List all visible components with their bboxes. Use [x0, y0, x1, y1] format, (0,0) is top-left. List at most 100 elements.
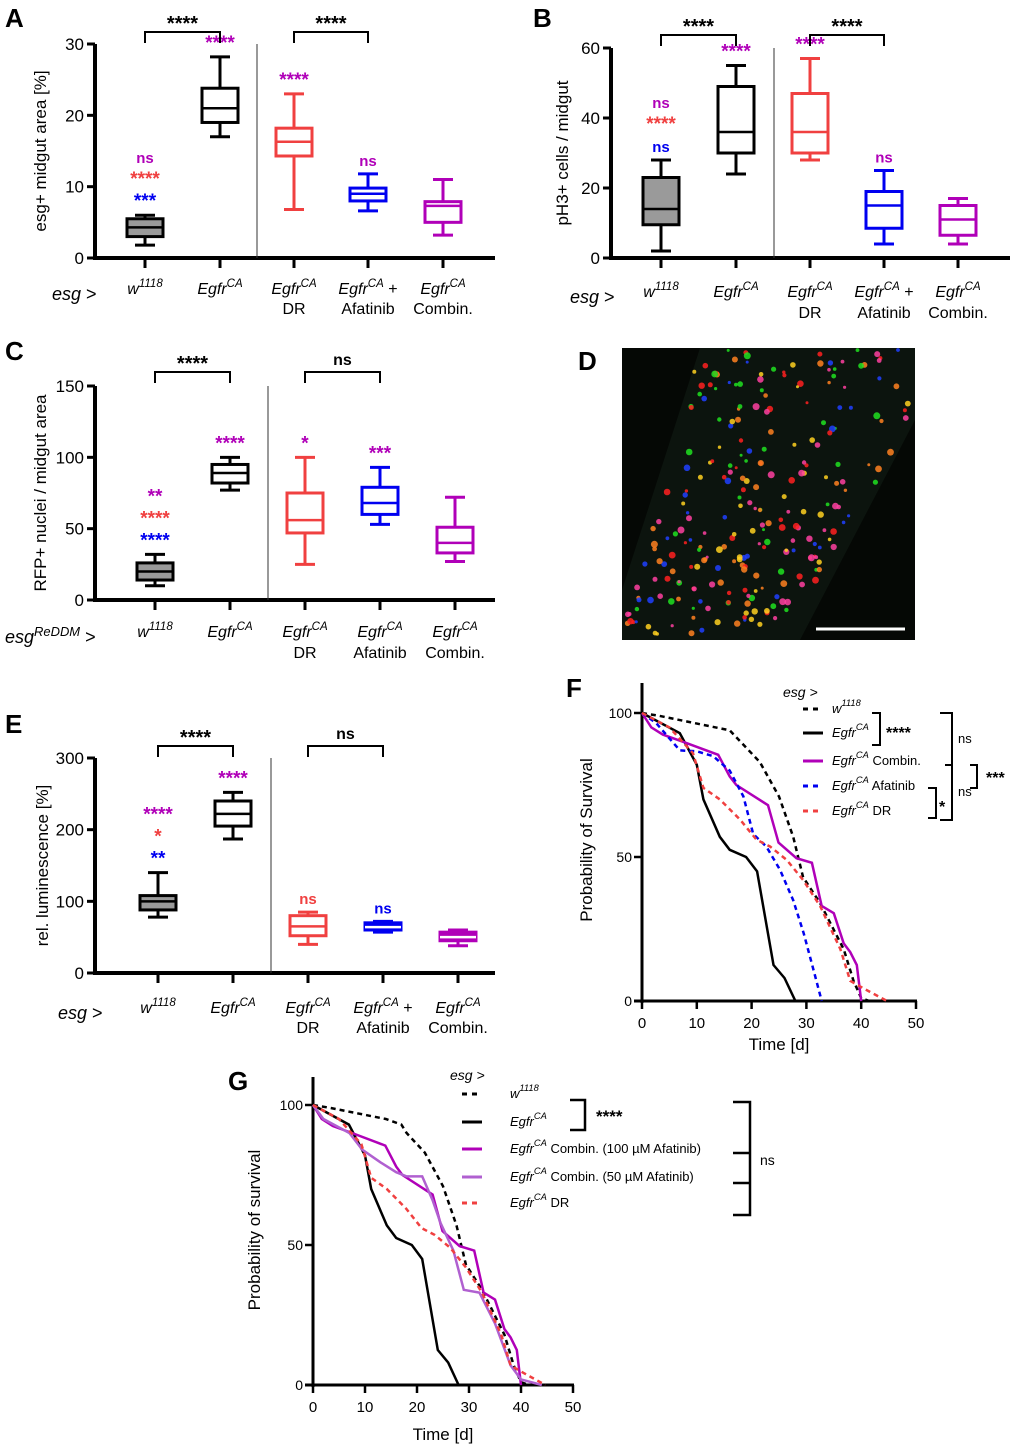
nucleus-dot: [717, 579, 724, 586]
nucleus-dot: [697, 474, 703, 480]
label-base: Egfr: [832, 725, 857, 740]
comparison-label: ****: [683, 16, 714, 38]
y-tick-label: 0: [624, 993, 632, 1009]
category-label: EgfrCA: [432, 621, 478, 641]
category-label-line2: Afatinib: [353, 645, 406, 662]
nucleus-dot: [683, 464, 691, 472]
label-superscript: CA: [743, 281, 759, 293]
comparison-bracket: [733, 1100, 752, 1217]
label-superscript: CA: [884, 281, 900, 293]
category-label: EgfrCA: [787, 281, 833, 301]
nucleus-dot: [767, 471, 775, 479]
nucleus-dot: [792, 522, 800, 530]
nucleus-dot: [875, 465, 882, 473]
x-tick-label: 40: [853, 1015, 870, 1032]
nucleus-dot: [773, 616, 778, 621]
x-tick-label: 10: [688, 1015, 705, 1032]
x-tick-label: 30: [798, 1015, 815, 1032]
y-tick-label: 20: [65, 106, 84, 125]
label-suffix: DR: [547, 1195, 569, 1210]
nucleus-dot: [729, 418, 736, 425]
comparison-label: ****: [886, 725, 912, 742]
nucleus-dot: [840, 359, 845, 364]
label-base: Egfr: [787, 284, 817, 301]
box-2: [288, 910, 328, 983]
label-base: Egfr: [210, 1000, 240, 1017]
nucleus-dot: [737, 381, 743, 387]
nucleus-dot: [816, 559, 822, 565]
label-suffix: Combin. (50 µM Afatinib): [547, 1169, 694, 1184]
box-3: [360, 465, 400, 610]
nucleus-dot: [717, 417, 722, 422]
category-label: w1118: [643, 281, 679, 301]
nucleus-dot: [697, 391, 702, 397]
category-label: EgfrCA +: [353, 997, 412, 1017]
nucleus-dot: [697, 547, 702, 552]
nucleus-dot: [684, 489, 689, 493]
nucleus-dot: [893, 383, 900, 390]
label-base: w: [127, 281, 140, 298]
nucleus-dot: [797, 380, 804, 388]
significance-annotation: **: [148, 486, 163, 507]
x-axis-prefix-label: esgReDDM >: [5, 624, 96, 647]
panel-letter-e: E: [5, 709, 22, 739]
y-tick-label: 100: [280, 1097, 304, 1113]
comparison-label: ****: [177, 353, 208, 375]
nucleus-dot: [867, 463, 871, 467]
nucleus-dot: [764, 608, 770, 614]
comparison-bracket: [304, 371, 381, 383]
nucleus-dot: [645, 623, 652, 630]
label-base: Egfr: [420, 281, 450, 298]
comparison-bracket: [293, 31, 369, 43]
nucleus-dot: [825, 502, 830, 507]
label-superscript: CA: [312, 621, 328, 633]
label-base: Egfr: [197, 281, 227, 298]
box-1: [210, 455, 250, 610]
category-label: EgfrCA: [271, 278, 317, 298]
comparison-label: ****: [596, 1107, 623, 1126]
nucleus-dot: [824, 475, 828, 480]
nucleus-dot: [831, 373, 837, 379]
label-base: Egfr: [285, 1000, 315, 1017]
nucleus-dot: [848, 405, 853, 410]
box-3: [348, 172, 388, 268]
iqr-box: [435, 525, 475, 555]
category-label: EgfrCA: [210, 997, 256, 1017]
nucleus-dot: [681, 501, 686, 506]
x-tick-label: 0: [638, 1015, 646, 1032]
panel-letter-g: G: [228, 1066, 248, 1096]
legend-entry: EgfrCA Combin.: [832, 750, 921, 768]
panel-letter-f: F: [566, 673, 582, 703]
nucleus-dot: [737, 404, 743, 409]
label-base: Egfr: [353, 1000, 383, 1017]
nucleus-dot: [669, 568, 676, 575]
nucleus-dot: [762, 545, 767, 550]
comparison-label: ns: [333, 352, 352, 369]
nucleus-dot: [765, 520, 772, 527]
box-1: [716, 64, 756, 268]
label-superscript: CA: [856, 722, 869, 732]
label-base: Egfr: [832, 778, 857, 793]
label-base: esg: [5, 627, 34, 647]
category-label: w1118: [140, 997, 176, 1017]
nucleus-dot: [664, 575, 671, 582]
label-superscript: CA: [534, 1111, 547, 1121]
nucleus-dot: [716, 546, 723, 553]
nucleus-dot: [753, 484, 760, 491]
nucleus-dot: [702, 362, 709, 369]
nucleus-dot: [801, 460, 807, 465]
category-label-line2: Combin.: [413, 301, 473, 318]
category-label: EgfrCA: [935, 281, 981, 301]
y-tick-label: 40: [581, 109, 600, 128]
nucleus-dot: [701, 557, 708, 564]
panel-letter-b: B: [533, 3, 552, 33]
nucleus-dot: [715, 565, 721, 571]
nucleus-dot: [782, 370, 786, 374]
significance-annotation: ns: [875, 150, 893, 167]
panel-letter-d: D: [578, 346, 597, 376]
legend-entry: EgfrCA DR: [510, 1192, 569, 1210]
nucleus-dot: [796, 385, 799, 389]
boxplot-panel-b: 0 20 40 60 pH3+ cells / midgut esg > w1118 ns **…: [553, 16, 1010, 322]
box-2: [790, 57, 830, 268]
